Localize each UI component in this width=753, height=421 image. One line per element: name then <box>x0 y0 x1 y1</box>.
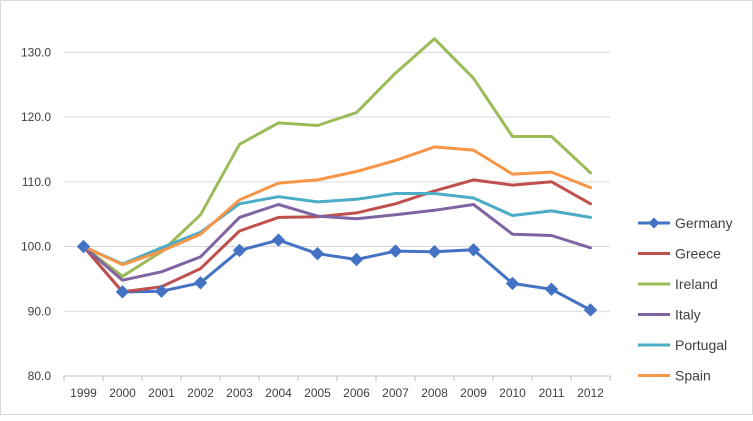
y-tick-label: 90.0 <box>28 304 52 318</box>
legend: Germany Greece Ireland Italy Portugal Spain <box>638 215 733 384</box>
legend-marker-germany <box>648 217 660 229</box>
data-point-germany <box>544 282 559 296</box>
y-tick-label: 120.0 <box>21 110 51 124</box>
data-point-germany <box>271 233 286 247</box>
x-tick-label: 2006 <box>343 386 370 400</box>
x-tick-label: 1999 <box>70 386 97 400</box>
data-point-germany <box>193 276 208 290</box>
y-tick-label: 110.0 <box>22 175 51 189</box>
x-tick-label: 2003 <box>226 386 253 400</box>
series-line-italy <box>82 203 592 282</box>
data-point-germany <box>115 285 130 299</box>
series-line-greece <box>82 178 592 294</box>
data-point-germany <box>427 245 442 259</box>
data-point-germany <box>583 303 598 317</box>
data-point-germany <box>349 252 364 267</box>
x-tick-label: 2010 <box>499 386 526 400</box>
series-line-spain <box>82 145 592 267</box>
x-tick-label: 2008 <box>421 386 448 400</box>
x-tick-label: 2001 <box>148 386 175 400</box>
y-tick-label: 130.0 <box>21 45 51 59</box>
legend-label-italy: Italy <box>675 307 701 323</box>
y-tick-label: 80.0 <box>28 369 52 383</box>
series-line-ireland <box>82 37 592 278</box>
series-lines <box>76 37 598 317</box>
data-point-germany <box>505 276 520 291</box>
data-point-germany <box>388 244 403 258</box>
series-line-portugal <box>82 192 592 266</box>
legend-label-portugal: Portugal <box>675 337 727 353</box>
x-tick-label: 2011 <box>539 386 565 400</box>
gridlines <box>64 51 610 312</box>
data-point-germany <box>310 246 325 261</box>
series-line-germany <box>82 238 592 312</box>
x-tick-label: 2004 <box>265 386 292 400</box>
legend-label-spain: Spain <box>675 368 711 384</box>
x-tick-label: 2000 <box>109 386 136 400</box>
data-point-germany <box>154 284 169 298</box>
data-point-germany <box>466 243 481 257</box>
x-tick-label: 2007 <box>382 386 409 400</box>
x-tick-label: 2009 <box>460 386 487 400</box>
legend-label-ireland: Ireland <box>675 276 718 292</box>
legend-label-greece: Greece <box>675 246 721 262</box>
axes: 80.0 90.0 100.0 110.0 120.0 130.0 1999 2000 2001… <box>21 45 611 400</box>
legend-label-germany: Germany <box>675 215 733 231</box>
data-point-germany <box>76 239 91 254</box>
y-tick-label: 100.0 <box>21 240 51 254</box>
x-tick-label: 2005 <box>304 386 331 400</box>
x-tick-label: 2012 <box>577 386 604 400</box>
data-point-germany <box>232 243 247 258</box>
x-tick-label: 2002 <box>187 386 214 400</box>
